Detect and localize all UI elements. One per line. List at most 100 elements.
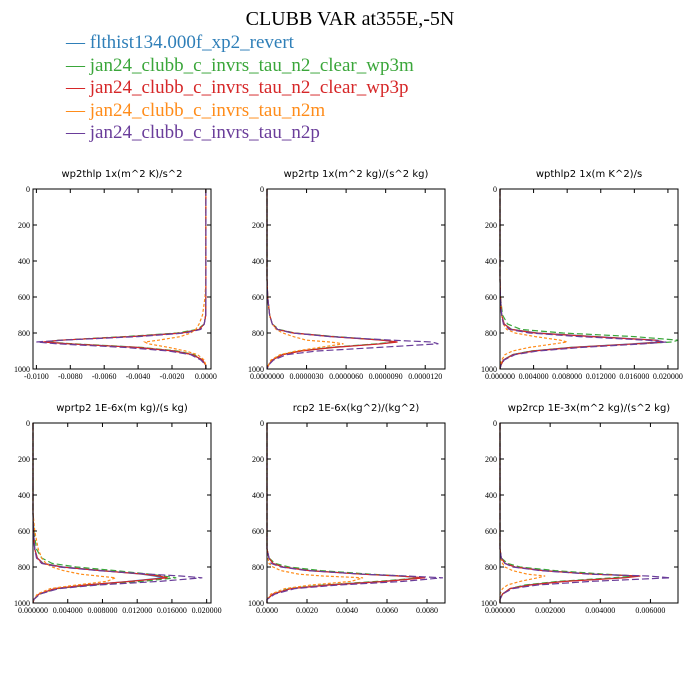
x-tick-label: 0.0020 xyxy=(296,606,318,615)
plot-frame xyxy=(32,422,212,604)
y-tick-label: 1000 xyxy=(248,599,264,608)
y-tick-label: 200 xyxy=(485,455,497,464)
x-tick-label: 0.004000 xyxy=(585,606,615,615)
x-tick-label: 0.020000 xyxy=(653,372,683,381)
panel-title: wp2rcp 1E-3x(m^2 kg)/(s^2 kg) xyxy=(508,403,671,414)
series-line xyxy=(499,423,546,603)
series-line xyxy=(36,189,207,369)
y-tick-label: 0 xyxy=(26,185,30,194)
series-line xyxy=(266,189,396,370)
plot-frame xyxy=(266,188,446,370)
x-tick-label: 0.008000 xyxy=(552,372,582,381)
x-tick-label: -0.0040 xyxy=(126,372,151,381)
plot-frame xyxy=(32,188,212,370)
y-tick-label: 600 xyxy=(252,527,264,536)
y-tick-label: 200 xyxy=(252,455,264,464)
y-tick-label: 600 xyxy=(18,293,30,302)
panel-title: rcp2 1E-6x(kg^2)/(kg^2) xyxy=(293,403,420,414)
y-tick-label: 800 xyxy=(252,563,264,572)
panel-2: wpthlp2 1x(m K^2)/s020040060080010000.00… xyxy=(481,169,683,381)
panel-1: wp2rtp 1x(m^2 kg)/(s^2 kg) 0 200 400 600 800 1… xyxy=(248,169,446,381)
y-tick-label: 1000 xyxy=(14,365,30,374)
y-tick-label: 600 xyxy=(485,293,497,302)
y-tick-label: 400 xyxy=(485,257,497,266)
x-tick-label: 0.0000090 xyxy=(369,372,403,381)
series-line xyxy=(46,189,207,369)
y-tick-label: 800 xyxy=(485,329,497,338)
x-tick-label: 0.0000120 xyxy=(408,372,442,381)
series-line xyxy=(499,189,664,370)
series-line xyxy=(266,189,439,370)
series-line xyxy=(499,189,661,370)
panel-0: wp2thlp 1x(m^2 K)/s^202004006008001000-0… xyxy=(14,169,217,381)
y-tick-label: 400 xyxy=(252,491,264,500)
legend-item: — jan24_clubb_c_invrs_tau_n2_clear_wp3m xyxy=(66,54,414,76)
panel-title: wpthlp2 1x(m K^2)/s xyxy=(536,169,642,180)
series-line xyxy=(499,423,636,603)
y-tick-label: 200 xyxy=(18,221,30,230)
series-line xyxy=(266,189,344,370)
legend-item: — jan24_clubb_c_invrs_tau_n2m xyxy=(66,99,326,121)
x-tick-label: 0.008000 xyxy=(87,606,117,615)
y-tick-label: 200 xyxy=(485,221,497,230)
series-line xyxy=(499,189,667,370)
x-tick-label: 0.0000060 xyxy=(329,372,363,381)
x-tick-label: -0.0020 xyxy=(160,372,185,381)
series-line xyxy=(43,189,207,369)
x-tick-label: 0.006000 xyxy=(635,606,665,615)
panel-title: wprtp2 1E-6x(m kg)/(s kg) xyxy=(56,403,188,414)
series-line xyxy=(32,423,116,604)
panel-title: wp2rtp 1x(m^2 kg)/(s^2 kg) xyxy=(284,169,429,180)
x-tick-label: 0.0060 xyxy=(376,606,398,615)
y-tick-label: 800 xyxy=(18,329,30,338)
x-tick-label: 0.000000 xyxy=(485,606,515,615)
x-tick-label: -0.0060 xyxy=(92,372,117,381)
series-line xyxy=(499,423,638,603)
plot-frame xyxy=(499,188,679,370)
y-tick-label: 800 xyxy=(18,563,30,572)
y-tick-label: 0 xyxy=(260,185,264,194)
x-tick-label: 0.000000 xyxy=(18,606,48,615)
series-line xyxy=(142,189,207,369)
x-tick-label: 0.016000 xyxy=(619,372,649,381)
panel-5: wp2rcp 1E-3x(m^2 kg)/(s^2 kg) 0 200 400 600 8… xyxy=(481,403,679,615)
x-tick-label: 0.016000 xyxy=(157,606,187,615)
legend-item: — jan24_clubb_c_invrs_tau_n2p xyxy=(66,122,320,143)
series-line xyxy=(499,189,568,369)
panel-title: wp2thlp 1x(m^2 K)/s^2 xyxy=(61,169,182,180)
series-line xyxy=(266,423,444,603)
y-tick-label: 600 xyxy=(485,527,497,536)
x-tick-label: 0.002000 xyxy=(535,606,565,615)
y-tick-label: 600 xyxy=(252,293,264,302)
x-tick-label: 0.0000030 xyxy=(290,372,324,381)
x-tick-label: -0.0100 xyxy=(24,372,49,381)
y-tick-label: 600 xyxy=(18,527,30,536)
y-tick-label: 1000 xyxy=(248,365,264,374)
figure-title: CLUBB VAR at355E,-5N xyxy=(245,8,455,30)
y-tick-label: 0 xyxy=(493,185,497,194)
series-line xyxy=(44,189,207,369)
x-tick-label: -0.0080 xyxy=(58,372,83,381)
y-tick-label: 1000 xyxy=(481,365,497,374)
x-tick-label: 0.0040 xyxy=(336,606,358,615)
legend-item: — jan24_clubb_c_invrs_tau_n2_clear_wp3p xyxy=(66,77,409,98)
x-tick-label: 0.0000000 xyxy=(250,372,284,381)
x-tick-label: 0.004000 xyxy=(53,606,83,615)
series-line xyxy=(266,189,397,370)
series-line xyxy=(32,423,168,604)
series-line xyxy=(499,423,671,603)
x-tick-label: 0.000000 xyxy=(485,372,515,381)
y-tick-label: 1000 xyxy=(481,599,497,608)
panel-3: wprtp2 1E-6x(m kg)/(s kg) 0 200 400 600 800 10… xyxy=(14,403,222,615)
x-tick-label: 0.0080 xyxy=(416,606,438,615)
panel-4: rcp2 1E-6x(kg^2)/(kg^2) 0 200 400 600 800 1000… xyxy=(248,403,446,615)
y-tick-label: 0 xyxy=(260,419,264,428)
x-tick-label: 0.0000 xyxy=(256,606,278,615)
y-tick-label: 800 xyxy=(252,329,264,338)
y-tick-label: 400 xyxy=(485,491,497,500)
y-tick-label: 400 xyxy=(252,257,264,266)
y-tick-label: 1000 xyxy=(14,599,30,608)
plot-frame xyxy=(499,422,679,604)
x-tick-label: 0.012000 xyxy=(586,372,616,381)
